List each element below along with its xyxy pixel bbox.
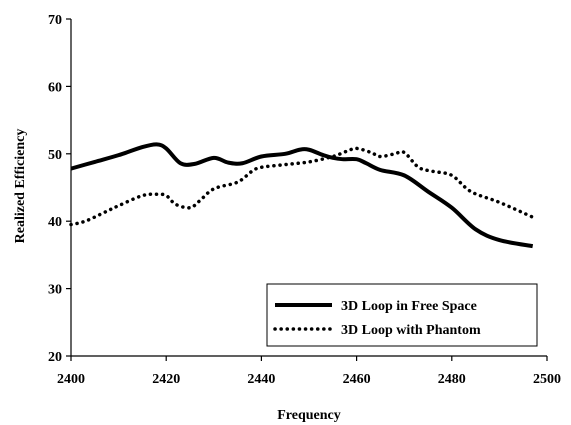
series-line-free-space — [70, 142, 534, 249]
x-tick-label: 2440 — [247, 372, 275, 387]
legend: 3D Loop in Free Space 3D Loop with Phant… — [266, 283, 538, 347]
x-tick-label: 2480 — [438, 372, 466, 387]
y-tick-label: 40 — [48, 215, 62, 230]
x-axis-title: Frequency — [277, 408, 341, 423]
legend-box — [266, 283, 538, 347]
y-tick-label: 50 — [48, 148, 62, 163]
x-tick-label: 2460 — [343, 372, 371, 387]
legend-label-phantom: 3D Loop with Phantom — [341, 323, 481, 338]
series-line-phantom — [69, 146, 535, 227]
x-axis-ticks: 2400 2420 2440 2460 2480 2500 — [57, 356, 561, 387]
y-tick-label: 30 — [48, 283, 62, 298]
y-axis-ticks: 20 30 40 50 60 70 — [48, 13, 71, 365]
y-tick-label: 70 — [48, 13, 62, 28]
legend-label-free-space: 3D Loop in Free Space — [341, 299, 477, 314]
y-tick-label: 20 — [48, 350, 62, 365]
x-tick-label: 2400 — [57, 372, 85, 387]
x-tick-label: 2500 — [533, 372, 561, 387]
x-tick-label: 2420 — [152, 372, 180, 387]
plot-area — [70, 19, 547, 357]
series-lines — [69, 142, 535, 249]
y-tick-label: 60 — [48, 80, 62, 95]
y-axis-title: Realized Efficiency — [13, 129, 28, 244]
